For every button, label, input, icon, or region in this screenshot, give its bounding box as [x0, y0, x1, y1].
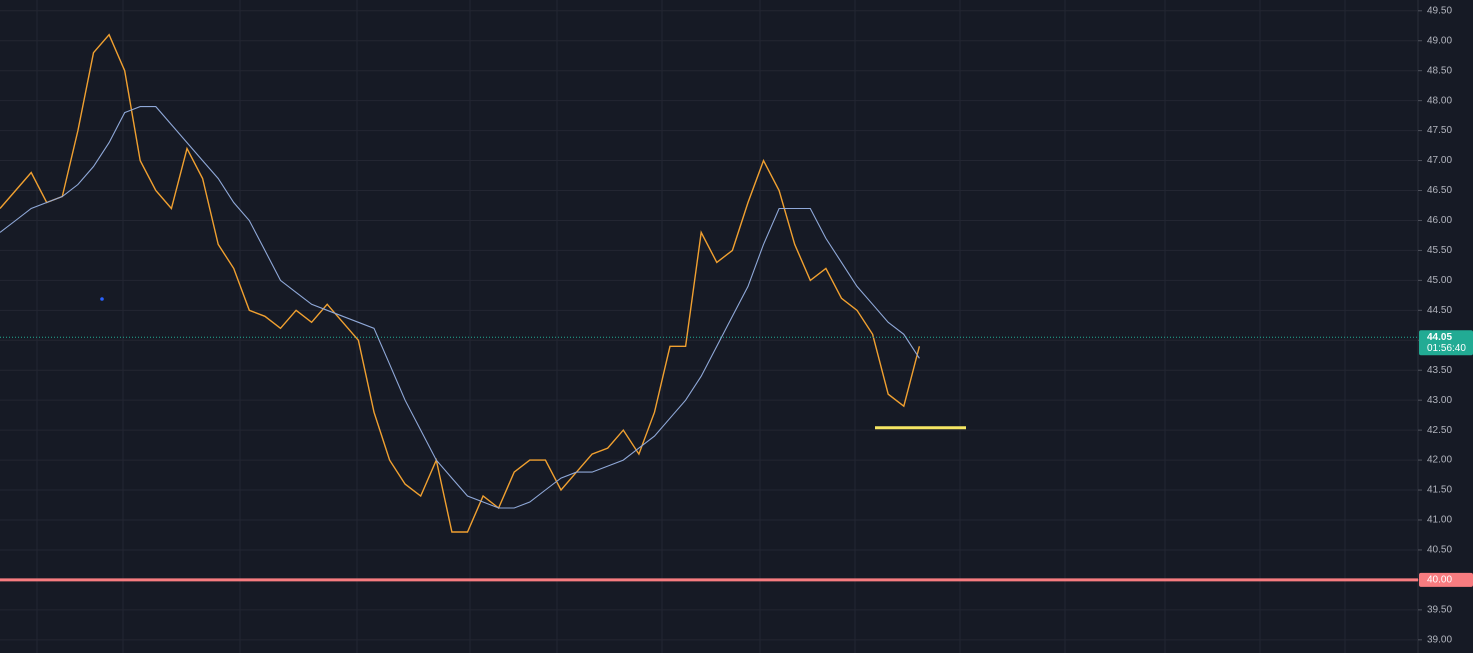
countdown-label: 01:56:40 — [1427, 343, 1466, 354]
y-tick-label: 48.00 — [1427, 95, 1452, 106]
y-tick-label: 43.50 — [1427, 365, 1452, 376]
y-tick-label: 39.50 — [1427, 605, 1452, 616]
y-tick-label: 40.50 — [1427, 545, 1452, 556]
y-tick-label: 45.50 — [1427, 245, 1452, 256]
y-tick-label: 47.50 — [1427, 125, 1452, 136]
price-line — [0, 106, 920, 509]
marker-dot — [100, 297, 104, 301]
y-tick-label: 49.00 — [1427, 35, 1452, 46]
y-tick-label: 46.50 — [1427, 185, 1452, 196]
y-tick-label: 48.50 — [1427, 65, 1452, 76]
last-price-badge — [1419, 330, 1473, 356]
y-tick-label: 41.50 — [1427, 485, 1452, 496]
y-tick-label: 41.00 — [1427, 515, 1452, 526]
y-tick-label: 46.00 — [1427, 215, 1452, 226]
level-badge — [1419, 572, 1473, 587]
level-label: 40.00 — [1427, 575, 1452, 586]
y-tick-label: 43.00 — [1427, 395, 1452, 406]
price-line — [0, 33, 921, 533]
last-price-label: 44.05 — [1427, 332, 1452, 343]
y-tick-label: 42.50 — [1427, 425, 1452, 436]
y-tick-label: 49.50 — [1427, 5, 1452, 16]
y-tick-label: 42.00 — [1427, 455, 1452, 466]
y-tick-label: 45.00 — [1427, 275, 1452, 286]
y-tick-label: 47.00 — [1427, 155, 1452, 166]
vertical-grid — [36, 0, 1346, 653]
y-tick-label: 44.50 — [1427, 305, 1452, 316]
y-tick-label: 39.00 — [1427, 634, 1452, 645]
